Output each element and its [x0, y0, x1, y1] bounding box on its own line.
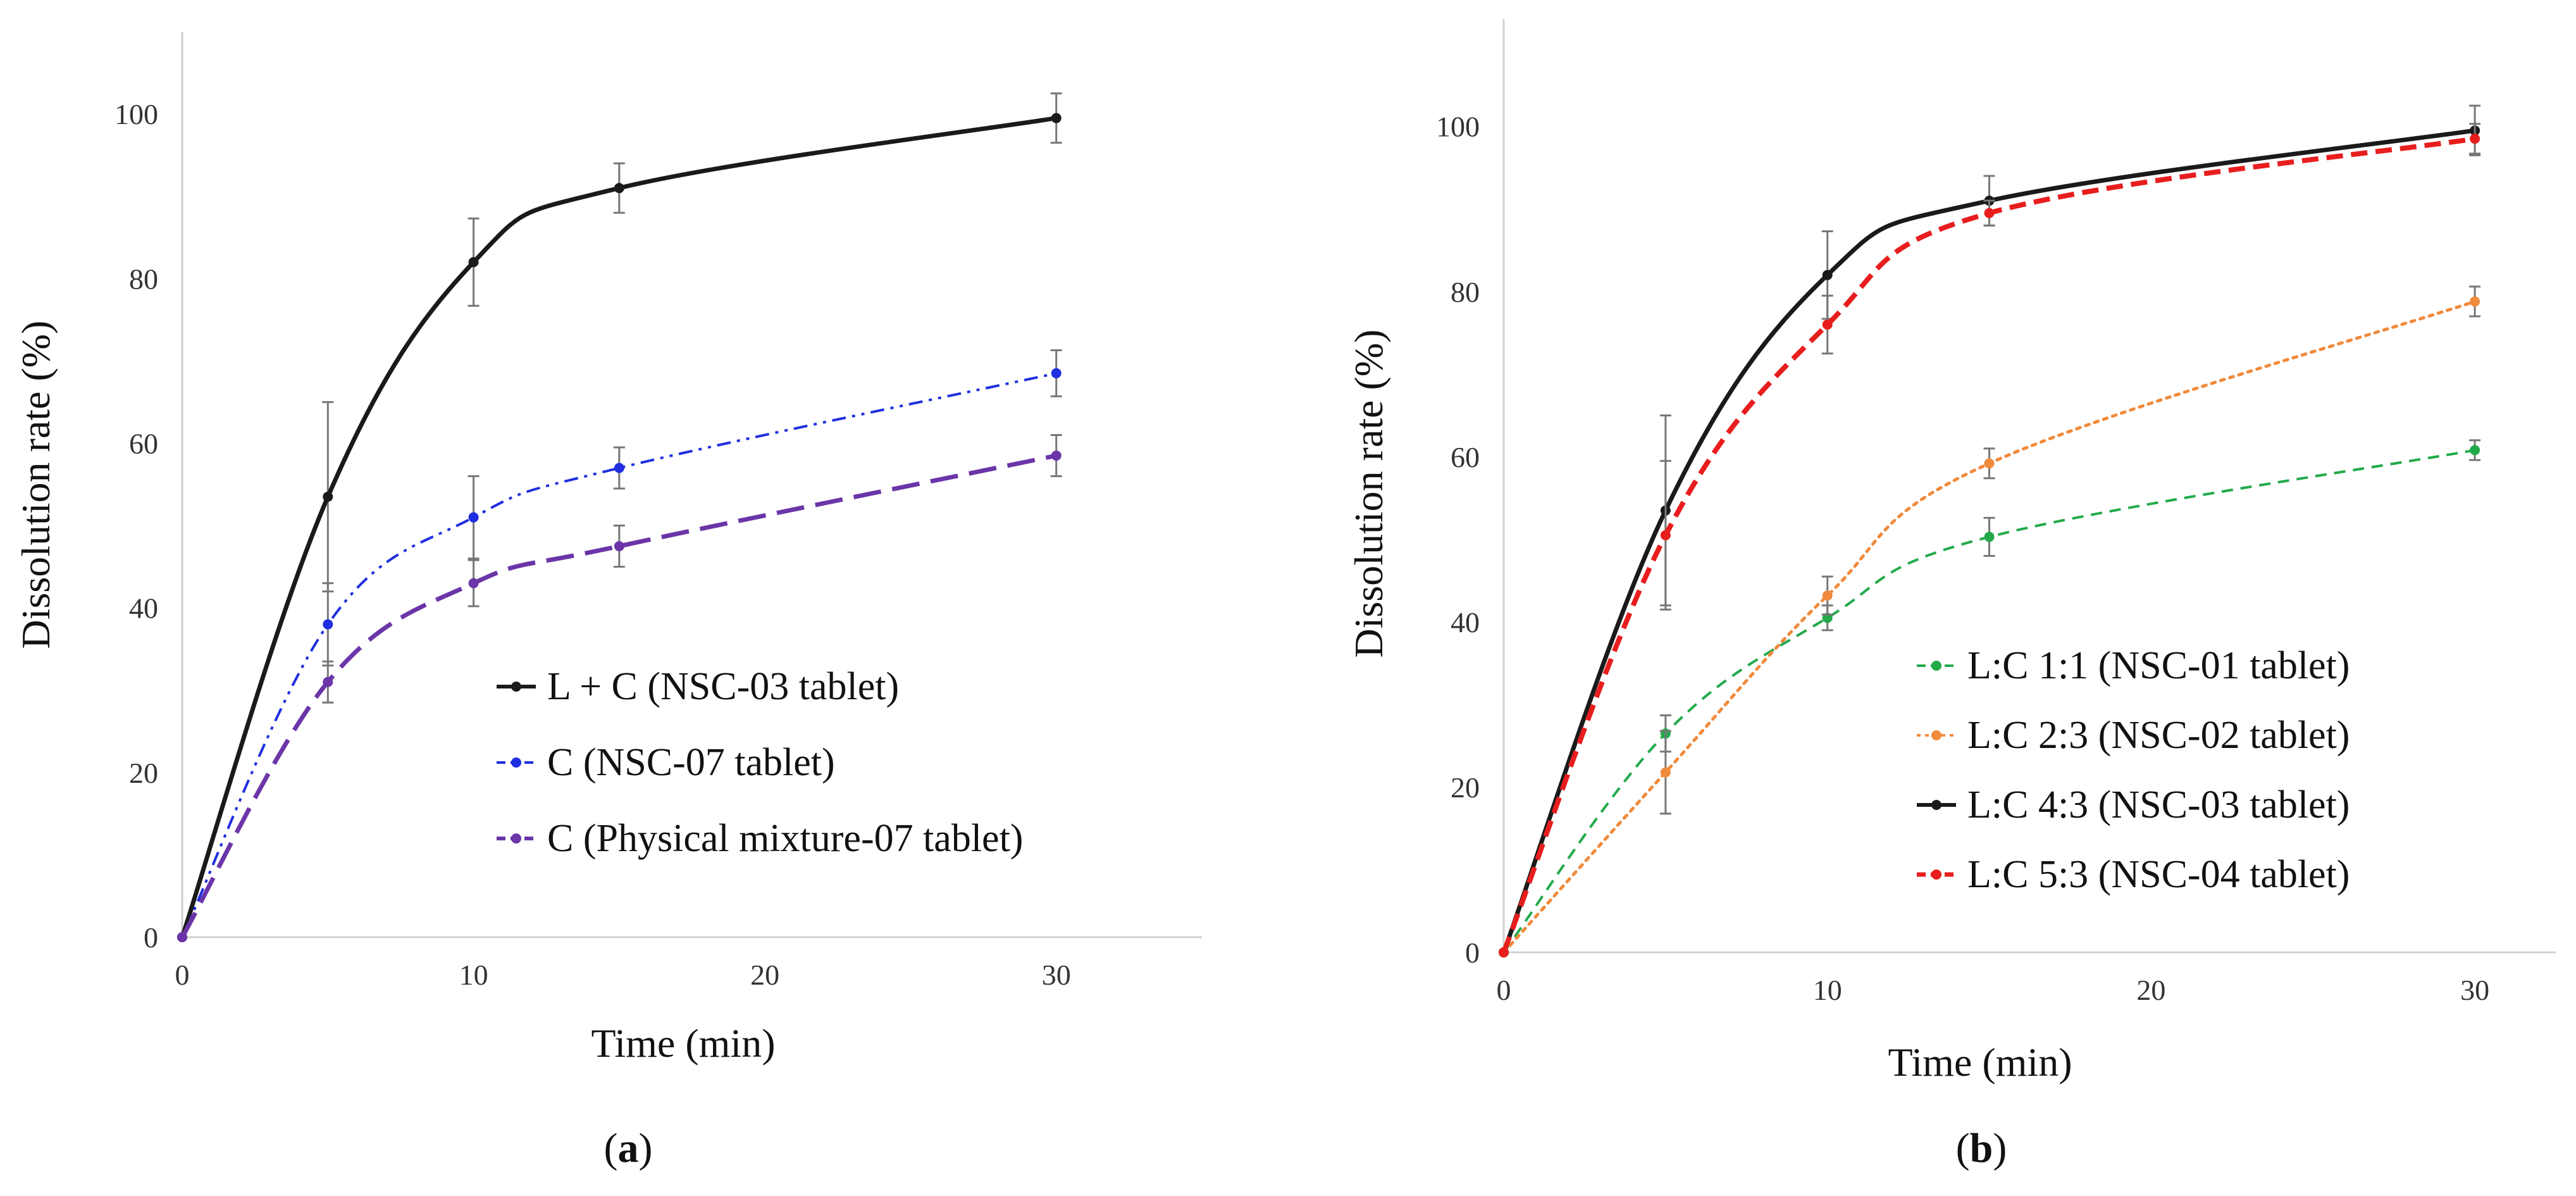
legend-item: C (NSC-07 tablet): [497, 741, 835, 784]
legend-item: L:C 1:1 (NSC-01 tablet): [1917, 644, 2350, 687]
series-line: [1502, 449, 2475, 954]
series-line: [181, 371, 1057, 938]
y-tick-label: 80: [1451, 276, 1480, 308]
legend-label: L:C 5:3 (NSC-04 tablet): [1967, 853, 2350, 896]
panel-b-chart: 0 20 40 60 80 100 0 10 20 30 Dissolution rate (%…: [1346, 19, 2556, 1171]
panel-a-y-ticks: 0 20 40 60 80 100: [115, 98, 158, 954]
x-tick-label: 0: [175, 959, 190, 991]
data-point: [1984, 208, 1995, 218]
y-tick-label: 20: [129, 757, 158, 789]
y-tick-label: 60: [1451, 441, 1480, 473]
legend-item: L:C 5:3 (NSC-04 tablet): [1917, 853, 2350, 896]
panel-a-caption: (a): [604, 1125, 653, 1171]
panel-a-ylabel: Dissolution rate (%): [13, 321, 58, 649]
panel-b-y-ticks: 0 20 40 60 80 100: [1436, 111, 1480, 969]
legend-marker: [511, 757, 521, 768]
series-line: [180, 453, 1057, 938]
legend-item: L:C 2:3 (NSC-02 tablet): [1917, 714, 2350, 757]
panel-b-caption: (b): [1956, 1125, 2007, 1171]
data-point: [1822, 590, 1833, 601]
x-tick-label: 10: [459, 959, 488, 991]
x-tick-label: 30: [1042, 959, 1071, 991]
y-tick-label: 40: [1451, 606, 1480, 638]
data-point: [1822, 270, 1833, 280]
legend-marker: [1931, 730, 1941, 740]
y-tick-label: 60: [129, 427, 158, 459]
series-4: [1499, 123, 2481, 957]
data-point: [1051, 368, 1062, 378]
series-line: [180, 116, 1057, 938]
series-line: [1501, 136, 2475, 954]
legend-marker: [1931, 800, 1941, 810]
legend-item: C (Physical mixture-07 tablet): [497, 817, 1023, 860]
panel-b-xlabel: Time (min): [1888, 1040, 2072, 1085]
data-point: [468, 257, 479, 268]
data-point: [1051, 450, 1062, 461]
legend-label: L + C (NSC-03 tablet): [547, 665, 899, 708]
legend-item: L + C (NSC-03 tablet): [497, 665, 899, 708]
legend-label: C (NSC-07 tablet): [547, 741, 835, 784]
x-tick-label: 30: [2460, 974, 2489, 1006]
legend-item: L:C 4:3 (NSC-03 tablet): [1917, 783, 2350, 826]
panel-a-x-ticks: 0 10 20 30: [175, 959, 1071, 991]
data-point: [1660, 530, 1671, 540]
legend-marker: [1931, 869, 1941, 880]
y-tick-label: 0: [1465, 937, 1480, 969]
series-line: [1501, 128, 2475, 954]
y-tick-label: 20: [1451, 771, 1480, 804]
data-point: [614, 183, 624, 194]
legend-label: L:C 4:3 (NSC-03 tablet): [1967, 783, 2350, 826]
data-point: [1660, 767, 1671, 778]
series-3: [177, 433, 1062, 942]
data-point: [323, 676, 333, 687]
data-point: [2470, 296, 2480, 307]
data-point: [468, 578, 479, 589]
data-point: [1051, 113, 1062, 123]
y-tick-label: 40: [129, 592, 158, 625]
data-point: [614, 541, 624, 552]
x-tick-label: 20: [750, 959, 779, 991]
data-point: [2470, 134, 2480, 144]
data-point: [468, 512, 479, 523]
panel-b-ylabel: Dissolution rate (%): [1346, 330, 1391, 658]
y-tick-label: 100: [115, 98, 158, 130]
legend-marker: [511, 833, 521, 844]
y-tick-label: 0: [144, 921, 158, 954]
series-1: [177, 92, 1062, 942]
panel-b-legend: L:C 1:1 (NSC-01 tablet) L:C 2:3 (NSC-02 t…: [1917, 644, 2350, 896]
legend-label: L:C 2:3 (NSC-02 tablet): [1967, 714, 2350, 757]
panel-a-series: [177, 92, 1062, 942]
legend-label: L:C 1:1 (NSC-01 tablet): [1967, 644, 2350, 687]
data-point: [1984, 458, 1995, 469]
y-tick-label: 80: [129, 263, 158, 295]
x-tick-label: 10: [1813, 974, 1842, 1006]
data-point: [614, 463, 624, 473]
panel-a-legend: L + C (NSC-03 tablet) C (NSC-07 tablet) C …: [497, 665, 1023, 860]
x-tick-label: 0: [1497, 974, 1511, 1006]
y-tick-label: 100: [1436, 111, 1480, 143]
data-point: [323, 619, 333, 630]
x-tick-label: 20: [2136, 974, 2165, 1006]
panel-a-chart: 0 20 40 60 80 100 0 10 20 30 Dissolution rate (%…: [13, 32, 1202, 1171]
data-point: [1499, 947, 1509, 957]
legend-label: C (Physical mixture-07 tablet): [547, 817, 1023, 860]
data-point: [2470, 445, 2480, 456]
panel-b-x-ticks: 0 10 20 30: [1497, 974, 2490, 1006]
data-point: [1822, 319, 1833, 330]
data-point: [323, 492, 333, 502]
legend-marker: [1931, 661, 1941, 671]
legend-marker: [511, 682, 521, 692]
panel-a-xlabel: Time (min): [591, 1021, 776, 1066]
series-line: [1502, 299, 2477, 954]
panel-b-series: [1499, 104, 2481, 957]
data-point: [177, 932, 187, 942]
data-point: [1984, 532, 1995, 542]
